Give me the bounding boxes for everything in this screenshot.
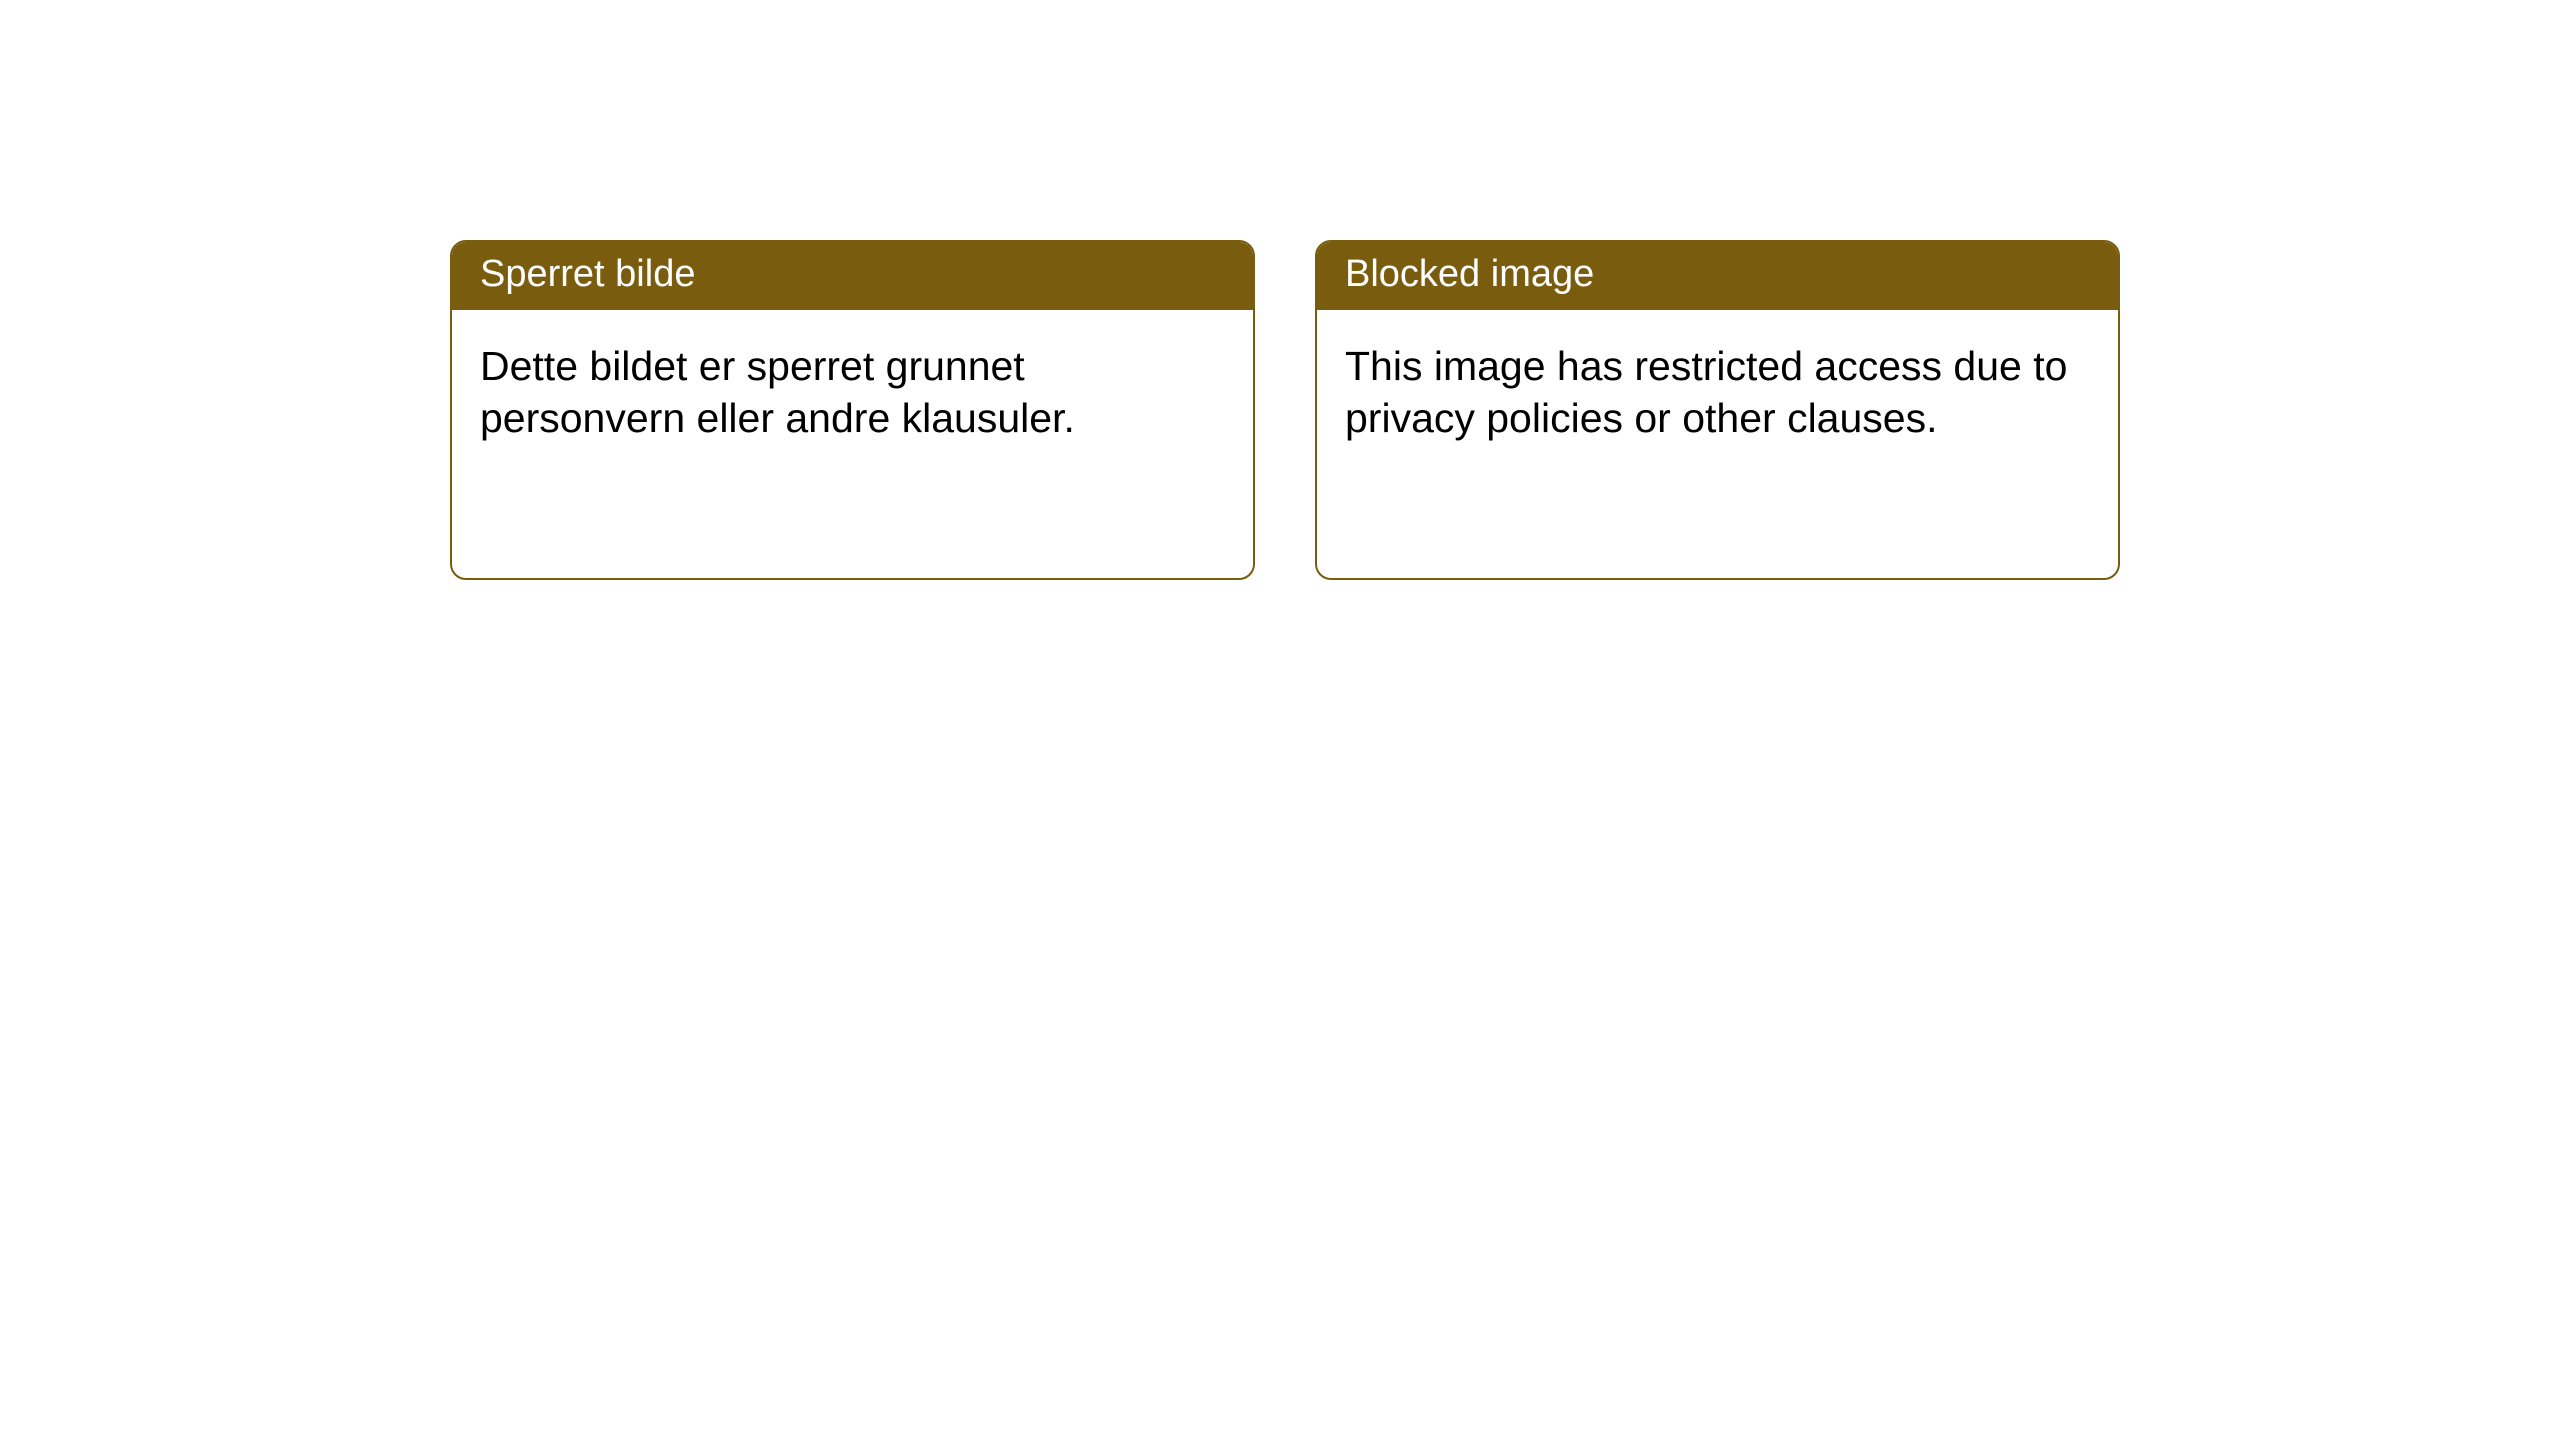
blocked-image-card-en: Blocked image This image has restricted …: [1315, 240, 2120, 580]
blocked-image-card-no: Sperret bilde Dette bildet er sperret gr…: [450, 240, 1255, 580]
card-header-en: Blocked image: [1317, 242, 2118, 310]
cards-container: Sperret bilde Dette bildet er sperret gr…: [450, 240, 2560, 580]
card-header-no: Sperret bilde: [452, 242, 1253, 310]
card-body-en: This image has restricted access due to …: [1317, 310, 2118, 475]
card-body-no: Dette bildet er sperret grunnet personve…: [452, 310, 1253, 475]
